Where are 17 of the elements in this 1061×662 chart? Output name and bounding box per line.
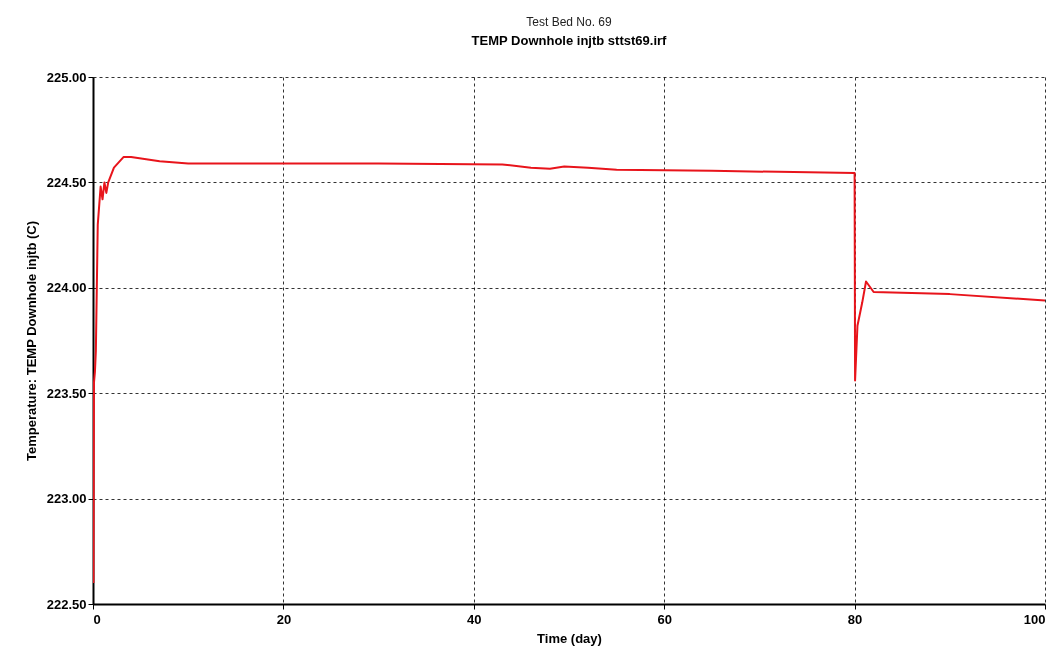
x-tick-label: 40 (467, 611, 482, 627)
x-axis-title: Time (day) (537, 630, 602, 646)
chart-subtitle: TEMP Downhole injtb sttst69.irf (471, 33, 668, 48)
y-axis-title: Temperature: TEMP Downhole injtb (C) (23, 220, 39, 462)
y-tick-label: 225.00 (46, 69, 87, 85)
line-series (93, 156, 1045, 584)
y-tick-label: 224.50 (46, 174, 87, 190)
chart-title: Test Bed No. 69 (526, 15, 613, 29)
y-tick-label: 223.50 (46, 385, 87, 401)
x-tick-label: 100 (1023, 611, 1046, 627)
y-tick-label: 223.00 (46, 491, 87, 507)
x-tick-label: 0 (93, 611, 101, 627)
y-tick-label: 224.00 (46, 280, 87, 296)
x-tick-label: 80 (847, 611, 863, 627)
x-tick-label: 60 (657, 611, 672, 627)
x-tick-label: 20 (276, 611, 292, 627)
y-tick-label: 222.50 (46, 596, 87, 612)
